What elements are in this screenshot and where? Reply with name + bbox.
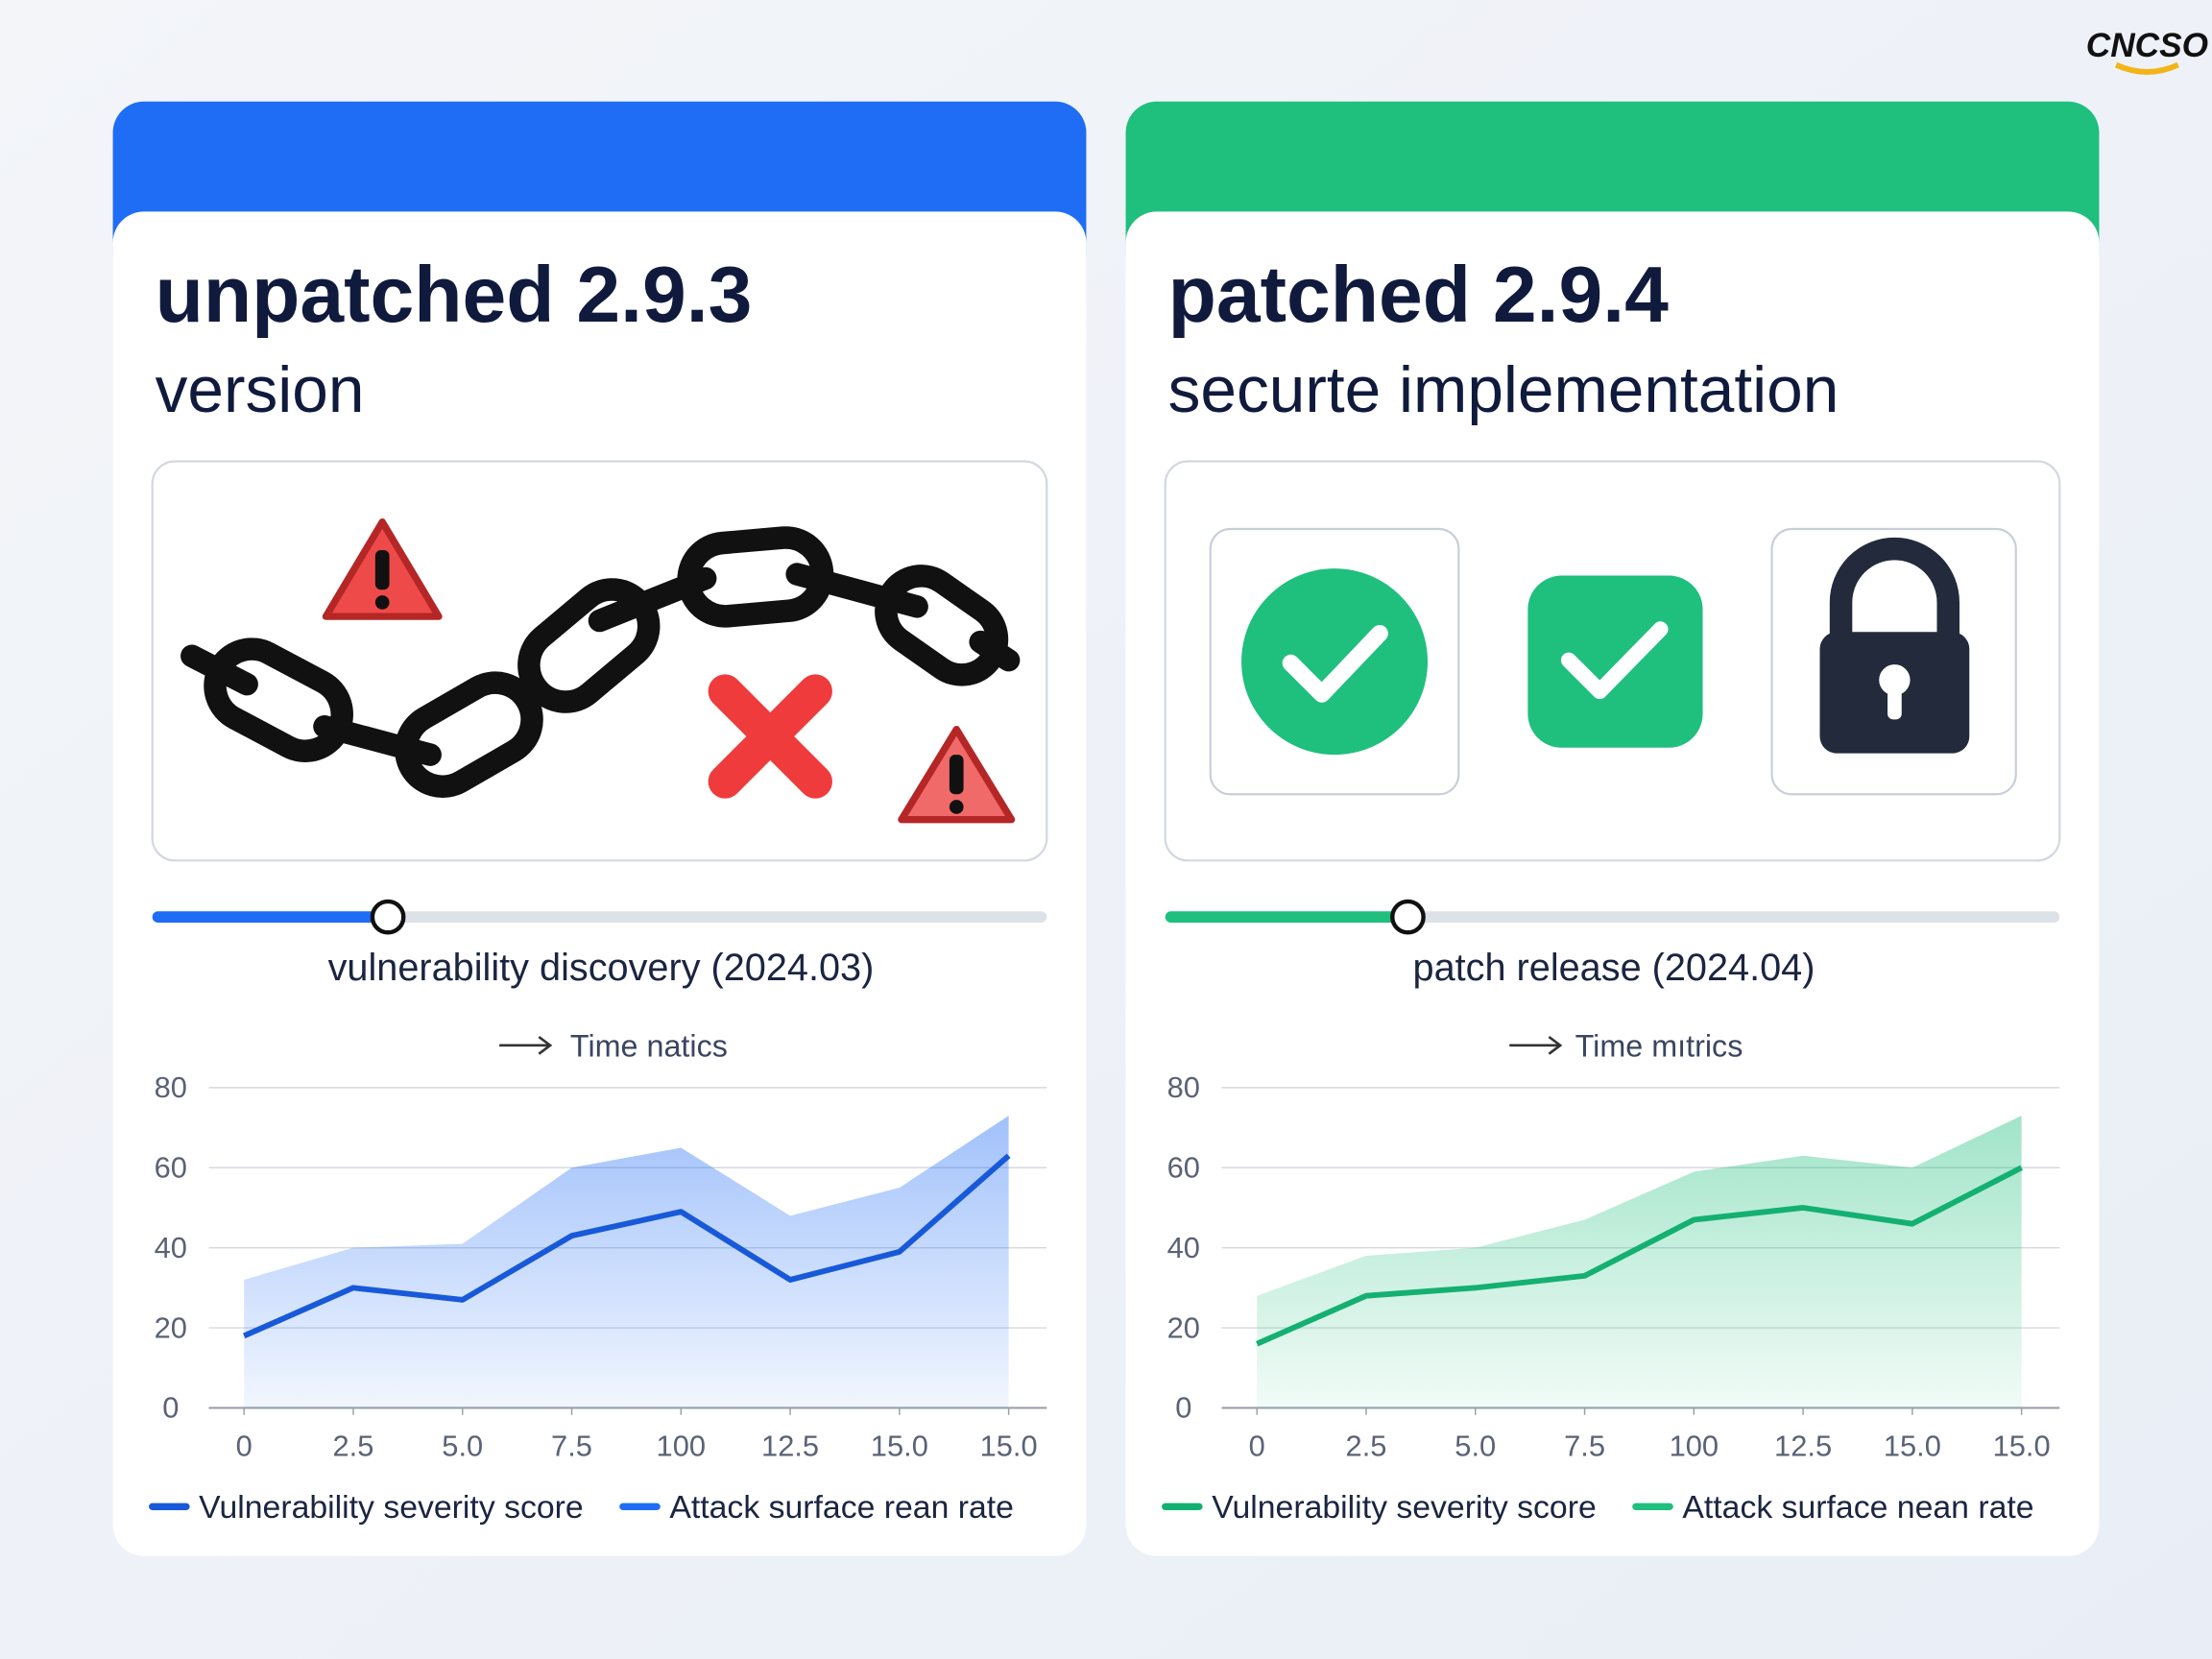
error-x-icon [708, 674, 832, 799]
timeline-knob [1390, 899, 1426, 935]
x-tick-label: 7.5 [551, 1429, 592, 1462]
y-tick-label: 60 [155, 1151, 187, 1185]
y-tick-label: 20 [1167, 1310, 1200, 1344]
warning-icon [322, 518, 443, 620]
y-tick-label: 60 [1167, 1151, 1200, 1185]
x-tick-label: 15.0 [871, 1429, 928, 1462]
area [1257, 1116, 2022, 1408]
x-tick-label: 12.5 [1774, 1429, 1832, 1462]
card-unpatched: unpatched 2.9.3 version vulnerability di… [112, 101, 1087, 1556]
area [244, 1116, 1009, 1408]
legend-label: Vulnerability severity score [1212, 1489, 1597, 1526]
axis-arrow [1509, 1035, 1563, 1055]
x-tick-label: 2.5 [333, 1429, 374, 1462]
x-tick-label: 5.0 [1455, 1429, 1496, 1462]
y-tick-label: 20 [155, 1310, 187, 1344]
y-tick-label: 80 [1167, 1070, 1200, 1104]
timeline-progress [1165, 911, 1408, 923]
x-tick-label: 100 [1670, 1429, 1719, 1462]
x-tick-label: 5.0 [442, 1429, 483, 1462]
lock-icon [1819, 537, 1970, 754]
legend-label: Vulnerability severity score [199, 1489, 584, 1526]
timeline-progress [152, 911, 389, 923]
x-tick-label: 2.5 [1346, 1429, 1387, 1462]
card-subtitle: securte implementation [1168, 354, 1839, 426]
x-tick-label: 15.0 [1884, 1429, 1941, 1462]
x-tick-label: 0 [236, 1429, 252, 1462]
x-axis-title: Time mıtrics [1575, 1029, 1743, 1064]
y-tick-label: 0 [1175, 1391, 1191, 1425]
logo: CNCSO [2086, 27, 2208, 64]
timeline-label: patch release (2024.04) [1413, 947, 1815, 989]
x-tick-label: 12.5 [761, 1429, 819, 1462]
card-patched: patched 2.9.4 securte implementation pat… [1125, 101, 2100, 1556]
x-tick-label: 7.5 [1564, 1429, 1605, 1462]
x-axis-title: Time natics [570, 1029, 728, 1064]
timeline-label: vulnerability discovery (2024.03) [328, 947, 875, 989]
card-subtitle: version [156, 354, 365, 426]
x-tick-label: 15.0 [1993, 1429, 2051, 1462]
x-tick-label: 0 [1249, 1429, 1265, 1462]
y-tick-label: 0 [162, 1391, 179, 1425]
logo-swoosh [2114, 61, 2179, 75]
line [1256, 1165, 2023, 1347]
check-square-icon [1527, 575, 1703, 748]
axis-arrow [499, 1035, 553, 1055]
legend-label: Attack surface nean rate [1682, 1489, 2033, 1526]
card-title: unpatched 2.9.3 [156, 252, 753, 339]
x-tick-label: 100 [657, 1429, 706, 1462]
chart: Time mıtrics 0 20 40 60 80 0 2.5 5.0 7.5 100 12.5 15… [1162, 1029, 2060, 1526]
legend-label: Attack surface rean rate [669, 1489, 1014, 1526]
line [243, 1153, 1011, 1339]
y-tick-label: 40 [1167, 1231, 1200, 1264]
x-tick-label: 15.0 [980, 1429, 1038, 1462]
timeline-knob [370, 899, 406, 935]
y-tick-label: 40 [155, 1231, 187, 1264]
card-title: patched 2.9.4 [1168, 252, 1669, 339]
check-circle-icon [1241, 568, 1429, 756]
y-tick-label: 80 [155, 1070, 187, 1104]
broken-chain [180, 526, 1021, 798]
warning-icon [898, 726, 1016, 824]
chart: Time natics 0 20 40 60 80 0 2.5 5.0 7.5 100 12.5 15.… [149, 1029, 1047, 1526]
